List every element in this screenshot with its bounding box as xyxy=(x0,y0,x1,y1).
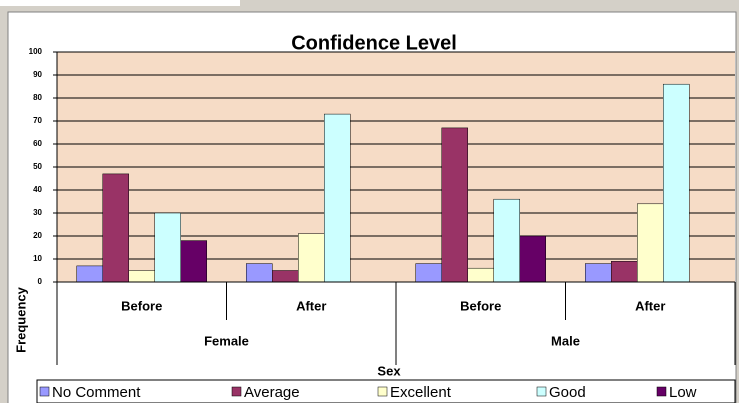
y-tick-label: 30 xyxy=(33,208,42,217)
legend-label: Average xyxy=(244,384,300,401)
window-strip xyxy=(0,0,240,6)
legend-label: No Comment xyxy=(52,384,141,401)
x-tick-label: After xyxy=(296,298,326,313)
legend-swatch xyxy=(231,386,242,397)
bar xyxy=(585,263,612,283)
bar xyxy=(637,203,664,283)
legend-label: Good xyxy=(549,384,586,401)
bar xyxy=(154,212,181,283)
bar xyxy=(415,263,442,283)
y-tick-label: 90 xyxy=(33,70,42,79)
y-tick-label: 20 xyxy=(33,231,42,240)
y-tick-label: 80 xyxy=(33,93,42,102)
legend-label: Low xyxy=(669,384,697,401)
bar xyxy=(102,173,129,283)
group-label: Male xyxy=(551,333,580,348)
x-axis-label: Sex xyxy=(377,363,401,378)
legend-label: Excellent xyxy=(390,384,452,401)
bar xyxy=(663,83,690,283)
y-tick-label: 70 xyxy=(33,116,42,125)
x-tick-label: After xyxy=(635,298,665,313)
y-tick-label: 100 xyxy=(29,47,43,56)
bar xyxy=(519,235,546,283)
y-tick-label: 10 xyxy=(33,254,42,263)
bar xyxy=(611,261,638,283)
legend-swatch xyxy=(39,386,50,397)
y-axis-label: Frequency xyxy=(13,286,28,353)
bar xyxy=(272,270,299,283)
legend-swatch xyxy=(377,386,388,397)
bar xyxy=(128,270,155,283)
chart-title: Confidence Level xyxy=(291,32,457,54)
bar xyxy=(467,267,494,283)
bar xyxy=(246,263,273,283)
y-tick-label: 40 xyxy=(33,185,42,194)
y-tick-label: 50 xyxy=(33,162,42,171)
bar xyxy=(180,240,207,283)
y-tick-label: 0 xyxy=(38,277,43,286)
legend-swatch xyxy=(536,386,547,397)
group-label: Female xyxy=(204,333,249,348)
y-tick-label: 60 xyxy=(33,139,42,148)
bar xyxy=(298,233,325,283)
bar xyxy=(493,198,520,283)
x-tick-label: Before xyxy=(121,298,162,313)
bar xyxy=(76,265,103,283)
bar xyxy=(441,127,468,283)
legend-swatch xyxy=(656,386,667,397)
x-tick-label: Before xyxy=(460,298,501,313)
bar xyxy=(324,113,351,283)
